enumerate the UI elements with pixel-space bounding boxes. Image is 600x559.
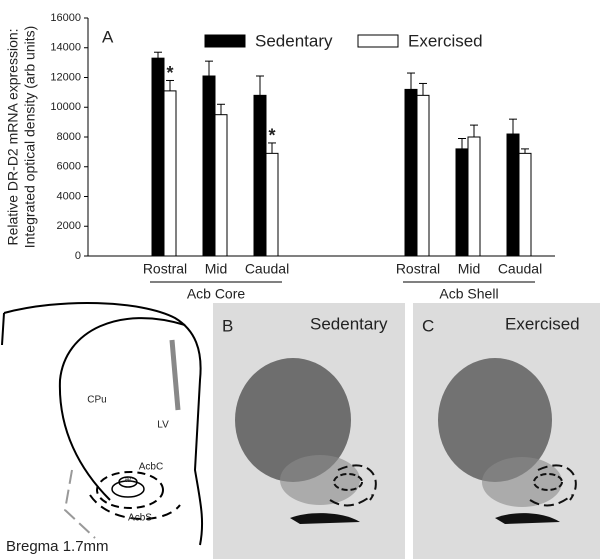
bar	[163, 90, 177, 257]
legend-swatch	[357, 34, 399, 48]
x-tick-label: Mid	[205, 261, 228, 277]
significance-marker: *	[166, 63, 173, 83]
outline	[63, 469, 96, 539]
group-label: Acb Core	[187, 286, 246, 302]
outline	[329, 464, 377, 507]
y-tick-label: 10000	[50, 101, 81, 113]
y-tick-label: 2000	[57, 220, 81, 232]
bar	[214, 114, 228, 257]
bar	[467, 136, 481, 257]
x-tick-label: Rostral	[143, 261, 187, 277]
outline	[333, 473, 363, 491]
bar	[404, 88, 418, 257]
bar	[202, 75, 216, 257]
schematic-label: ac	[125, 475, 133, 484]
outline	[58, 317, 186, 501]
tissue	[482, 457, 562, 507]
micrograph: C Exercised	[413, 303, 600, 559]
tissue	[280, 455, 360, 505]
schematic-label: AcbC	[139, 462, 163, 473]
schematic-label: AcbS	[128, 513, 152, 524]
y-tick-label: 8000	[57, 131, 81, 143]
schematic-label: LV	[157, 420, 169, 431]
bar	[455, 148, 469, 257]
group-label: Acb Shell	[439, 286, 498, 302]
y-axis-label: Relative DR-D2 mRNA expression:	[5, 28, 21, 245]
y-tick-label: 14000	[50, 42, 81, 54]
ventricle	[169, 339, 181, 411]
tissue	[495, 513, 560, 524]
y-tick-label: 12000	[50, 71, 81, 83]
panel-label: A	[102, 27, 114, 46]
micrograph: B Sedentary	[213, 303, 405, 559]
x-tick-label: Caudal	[498, 261, 542, 277]
ac	[111, 480, 145, 498]
legend-swatch	[204, 34, 246, 48]
acbs	[89, 494, 181, 520]
x-tick-label: Caudal	[245, 261, 289, 277]
y-axis-label: Integrated optical density (arb units)	[22, 26, 38, 249]
panel-label: C	[422, 316, 434, 335]
acbc	[96, 471, 164, 509]
outline	[3, 302, 204, 546]
bar	[265, 152, 279, 257]
tissue	[438, 358, 552, 482]
schematic	[1, 302, 204, 546]
bar	[506, 133, 520, 257]
tissue	[290, 513, 360, 524]
y-tick-label: 6000	[57, 161, 81, 173]
bar	[518, 152, 532, 257]
x-tick-label: Mid	[458, 261, 481, 277]
outline	[1, 312, 5, 346]
legend-label: Sedentary	[255, 31, 333, 50]
panel-label: B	[222, 316, 233, 335]
panel-title: Sedentary	[310, 314, 388, 333]
significance-marker: *	[268, 126, 275, 146]
bar	[416, 94, 430, 257]
bar	[151, 57, 165, 257]
bar	[253, 94, 267, 257]
outline	[529, 464, 577, 507]
x-tick-label: Rostral	[396, 261, 440, 277]
y-tick-label: 0	[75, 250, 81, 262]
ac	[118, 476, 138, 488]
outline	[533, 473, 563, 491]
y-tick-label: 4000	[57, 190, 81, 202]
schematic-caption: Bregma 1.7mm	[6, 538, 109, 555]
y-tick-label: 16000	[50, 12, 81, 24]
tissue	[235, 358, 351, 482]
schematic-label: CPu	[87, 395, 106, 406]
legend-label: Exercised	[408, 31, 483, 50]
panel-title: Exercised	[505, 314, 580, 333]
